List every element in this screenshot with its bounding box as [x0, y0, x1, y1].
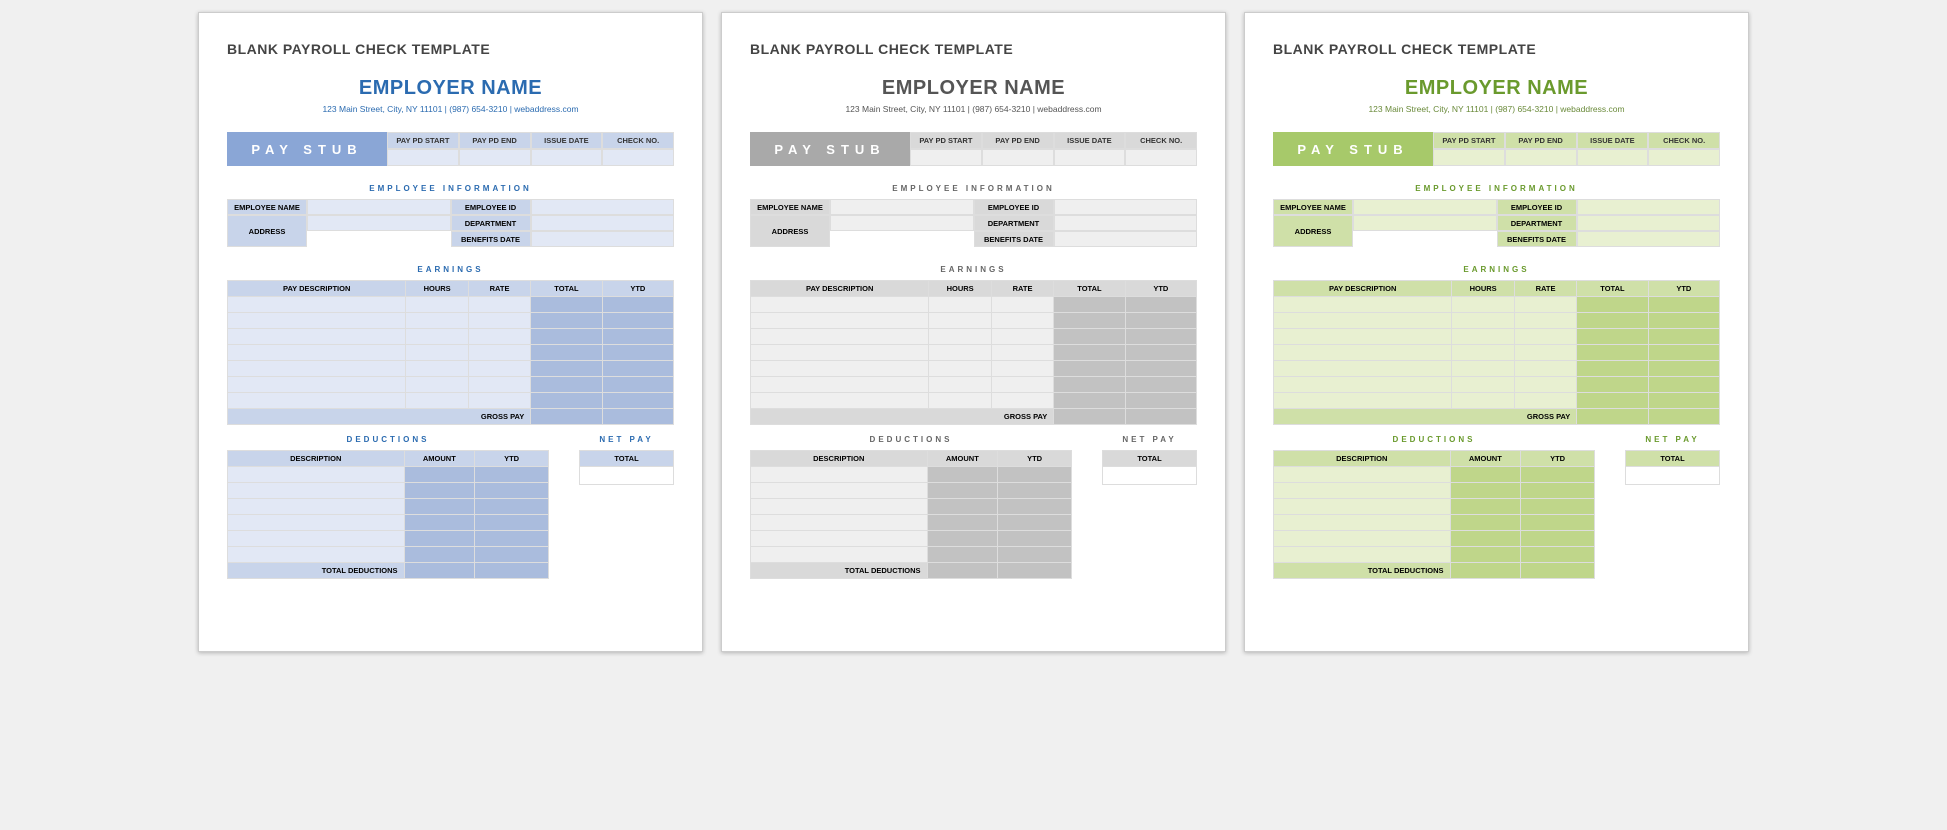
- pay-stub-badge: PAY STUB: [227, 132, 387, 166]
- doc-title: BLANK PAYROLL CHECK TEMPLATE: [227, 41, 674, 57]
- deductions-table: DESCRIPTIONAMOUNTYTDTOTAL DEDUCTIONS: [227, 450, 549, 579]
- stub-header: PAY PD END: [1505, 132, 1577, 149]
- stub-header: PAY PD START: [387, 132, 459, 149]
- section-earnings: EARNINGS: [750, 265, 1197, 274]
- stub-header: ISSUE DATE: [1054, 132, 1126, 149]
- net-pay-table: TOTAL: [1625, 450, 1720, 485]
- pay-stub-badge: PAY STUB: [750, 132, 910, 166]
- payroll-template-2: BLANK PAYROLL CHECK TEMPLATE EMPLOYER NAM…: [1244, 12, 1749, 652]
- payroll-template-1: BLANK PAYROLL CHECK TEMPLATE EMPLOYER NAM…: [721, 12, 1226, 652]
- employer-name: EMPLOYER NAME: [1273, 77, 1720, 100]
- stub-header: PAY PD START: [910, 132, 982, 149]
- employer-name: EMPLOYER NAME: [227, 77, 674, 100]
- section-deductions: DEDUCTIONS: [750, 435, 1072, 444]
- deductions-table: DESCRIPTIONAMOUNTYTDTOTAL DEDUCTIONS: [750, 450, 1072, 579]
- payroll-template-0: BLANK PAYROLL CHECK TEMPLATE EMPLOYER NAM…: [198, 12, 703, 652]
- stub-header: PAY PD START: [1433, 132, 1505, 149]
- section-deductions: DEDUCTIONS: [1273, 435, 1595, 444]
- earnings-table: PAY DESCRIPTIONHOURSRATETOTALYTDGROSS PA…: [1273, 280, 1720, 425]
- section-earnings: EARNINGS: [1273, 265, 1720, 274]
- stub-header: PAY PD END: [982, 132, 1054, 149]
- employer-address: 123 Main Street, City, NY 11101 | (987) …: [750, 104, 1197, 114]
- stub-header: CHECK NO.: [602, 132, 674, 149]
- doc-title: BLANK PAYROLL CHECK TEMPLATE: [1273, 41, 1720, 57]
- section-deductions: DEDUCTIONS: [227, 435, 549, 444]
- employer-name: EMPLOYER NAME: [750, 77, 1197, 100]
- stub-header: CHECK NO.: [1125, 132, 1197, 149]
- deductions-table: DESCRIPTIONAMOUNTYTDTOTAL DEDUCTIONS: [1273, 450, 1595, 579]
- net-pay-table: TOTAL: [579, 450, 674, 485]
- stub-header: ISSUE DATE: [531, 132, 603, 149]
- section-earnings: EARNINGS: [227, 265, 674, 274]
- employer-address: 123 Main Street, City, NY 11101 | (987) …: [227, 104, 674, 114]
- stub-header: ISSUE DATE: [1577, 132, 1649, 149]
- doc-title: BLANK PAYROLL CHECK TEMPLATE: [750, 41, 1197, 57]
- section-net-pay: NET PAY: [579, 435, 674, 444]
- net-pay-table: TOTAL: [1102, 450, 1197, 485]
- employer-address: 123 Main Street, City, NY 11101 | (987) …: [1273, 104, 1720, 114]
- section-employee-info: EMPLOYEE INFORMATION: [1273, 184, 1720, 193]
- stub-header: PAY PD END: [459, 132, 531, 149]
- pay-stub-badge: PAY STUB: [1273, 132, 1433, 166]
- section-net-pay: NET PAY: [1102, 435, 1197, 444]
- section-employee-info: EMPLOYEE INFORMATION: [750, 184, 1197, 193]
- stub-header: CHECK NO.: [1648, 132, 1720, 149]
- section-employee-info: EMPLOYEE INFORMATION: [227, 184, 674, 193]
- earnings-table: PAY DESCRIPTIONHOURSRATETOTALYTDGROSS PA…: [227, 280, 674, 425]
- earnings-table: PAY DESCRIPTIONHOURSRATETOTALYTDGROSS PA…: [750, 280, 1197, 425]
- section-net-pay: NET PAY: [1625, 435, 1720, 444]
